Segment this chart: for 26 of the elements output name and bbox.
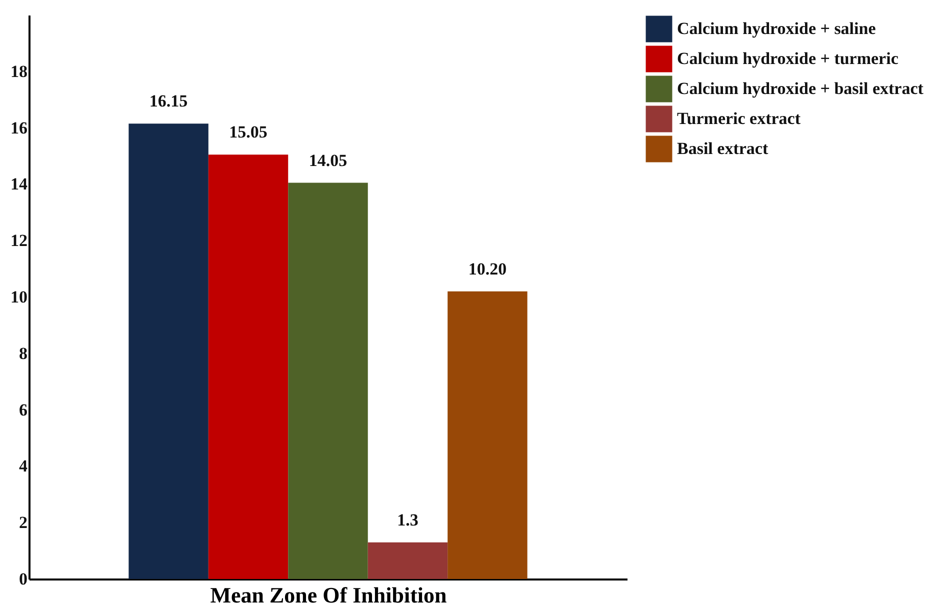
data-label: 16.15 [149,92,188,111]
bar [128,124,208,579]
y-tick-label: 14 [10,174,28,194]
y-tick-label: 12 [10,231,28,250]
legend-label: Calcium hydroxide + saline [677,19,876,38]
legend-label: Calcium hydroxide + turmeric [677,49,899,68]
data-label: 15.05 [229,122,268,142]
y-tick-label: 6 [19,400,28,420]
x-axis-title: Mean Zone Of Inhibition [210,582,447,608]
bar [208,154,288,579]
y-tick-label: 4 [19,456,28,476]
bar [368,542,448,579]
legend-label: Calcium hydroxide + basil extract [677,79,924,98]
bar [288,182,368,579]
y-tick-label: 16 [10,118,28,138]
legend-label: Basil extract [677,139,768,158]
bar [448,291,528,579]
data-label: 14.05 [308,150,348,170]
y-tick-label: 2 [19,513,28,532]
y-tick-label: 8 [19,344,28,363]
y-tick-label: 0 [19,570,28,588]
legend-label: Turmeric extract [677,109,801,128]
y-tick-label: 10 [10,288,28,306]
data-label: 1.3 [397,510,418,530]
y-tick-label: 18 [10,62,28,81]
data-label: 10.20 [468,259,507,278]
